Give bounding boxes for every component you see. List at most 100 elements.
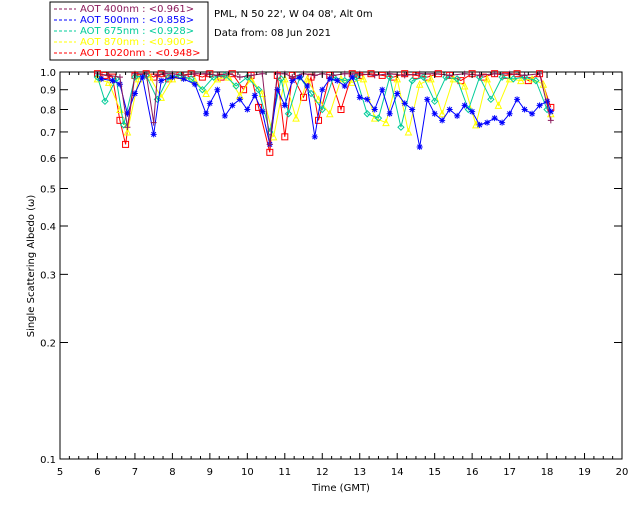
data-point [359,74,368,83]
data-point [509,75,518,83]
data-point [416,70,423,77]
data-point [461,102,468,109]
x-tick-label: 13 [353,467,366,478]
data-point [352,73,360,81]
series-line [97,76,552,137]
data-point [240,86,248,94]
data-point [442,73,450,81]
data-point [157,93,165,101]
legend-box [49,1,209,61]
data-point [401,100,408,107]
y-tick-label: 0.3 [40,270,56,281]
y-axis: 0.1 0.2 0.3 0.4 0.5 0.6 0.7 0.8 0.9 1.0 [40,68,622,466]
data-point [374,114,383,122]
data-point [543,105,551,114]
plot-area: 5 6 7 8 9 10 11 12 13 14 15 16 17 18 19 20 0.1 0.2 0.3 0.4… [40,68,628,478]
data-point [124,124,131,131]
data-point [491,115,498,122]
data-point [203,110,210,117]
data-point [198,86,207,94]
data-point [292,114,300,122]
data-point [236,96,243,103]
data-point [431,110,438,117]
data-point [93,73,102,81]
data-point [513,70,521,78]
data-point [349,74,356,81]
data-point [248,72,255,79]
x-tick-label: 8 [169,467,175,478]
data-point [524,77,532,85]
data-point [446,106,453,113]
data-point [259,70,266,77]
data-point [311,72,318,79]
data-point [401,72,408,79]
data-point [487,95,495,104]
data-point [491,70,498,77]
y-tick-label: 0.2 [40,339,56,350]
data-point [378,71,386,79]
data-point [164,73,173,81]
data-point [191,81,198,88]
data-point [123,127,132,136]
data-point [439,117,446,124]
data-point [356,94,363,101]
legend-label: AOT 400nm : <0.961> [80,4,194,15]
data-point [506,110,513,117]
series-3 [93,73,555,141]
data-point [367,70,375,78]
data-point [476,72,483,79]
data-point [236,74,243,81]
data-point [536,102,543,109]
data-point [274,86,281,93]
series-line [97,72,552,153]
legend-label: AOT 675nm : <0.928> [80,26,194,37]
data-point [311,133,318,140]
data-point [109,77,116,84]
data-point [364,96,371,103]
data-point [281,102,288,109]
data-point [206,100,213,107]
legend-label: AOT 1020nm : <0.948> [80,48,200,59]
data-point [303,74,312,83]
data-point [397,123,405,131]
x-axis-label: Time (GMT) [311,483,370,494]
data-point [498,73,506,81]
y-axis-label: Single Scattering Albedo (ω) [26,195,37,338]
data-point [300,93,308,101]
data-point [139,74,146,81]
data-point [404,127,413,136]
legend: AOT 400nm : <0.961>AOT 500nm : <0.858>AO… [49,1,209,61]
y-tick-label: 1.0 [40,68,56,79]
legend-label: AOT 870nm : <0.900> [80,37,194,48]
data-point [430,97,439,106]
data-point [409,106,416,113]
legend-label: AOT 500nm : <0.858> [80,15,194,26]
x-tick-label: 5 [57,467,63,478]
x-tick-label: 17 [503,467,516,478]
data-point [476,121,483,128]
x-tick-label: 11 [278,467,291,478]
data-point [415,80,424,88]
data-point [131,90,138,97]
data-point [520,73,529,81]
data-point [180,75,187,82]
data-point [547,117,554,124]
data-point [98,75,105,82]
legend-entry: AOT 400nm : <0.961> [54,4,194,15]
data-point [334,77,341,84]
data-point [251,92,258,99]
data-point [191,70,198,77]
data-point [258,89,267,97]
data-point [416,144,423,151]
data-point [314,95,323,103]
data-point [483,74,491,83]
data-point [464,105,473,114]
series-layer [93,70,555,156]
data-point [315,116,323,124]
data-point [221,112,228,119]
data-point [547,108,554,115]
data-point [469,108,476,115]
data-point [203,70,210,77]
data-point [454,112,461,119]
